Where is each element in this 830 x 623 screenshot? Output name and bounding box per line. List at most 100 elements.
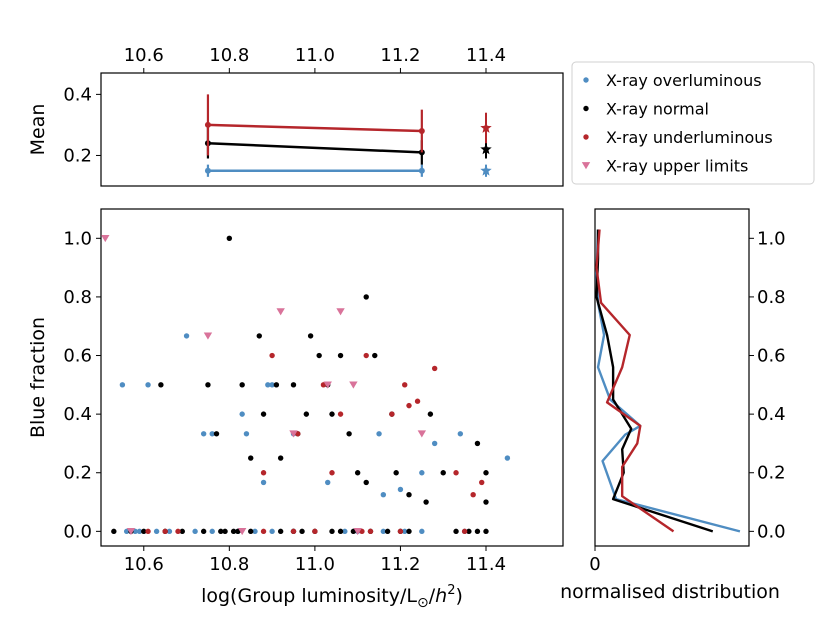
scatter-point-underluminous xyxy=(145,528,151,535)
scatter-point-upper xyxy=(417,430,427,438)
scatter-point-upper xyxy=(289,430,298,438)
scatter-point-normal xyxy=(213,431,220,437)
mean-y-tick-label: 0.4 xyxy=(63,84,92,105)
scatter-point-underluminous xyxy=(402,382,408,388)
scatter-point-normal xyxy=(200,528,207,535)
scatter-point-overluminous xyxy=(183,333,190,339)
scatter-point-underluminous xyxy=(175,528,181,535)
dist-y-tick-label: 0.2 xyxy=(757,463,786,484)
scatter-point-normal xyxy=(218,528,224,535)
scatter-point-normal xyxy=(158,382,164,388)
scatter-point-normal xyxy=(346,431,352,437)
scatter-point-upper xyxy=(203,332,213,340)
mean-star-underluminous xyxy=(480,121,492,133)
scatter-point-normal xyxy=(316,352,322,359)
scatter-point-overluminous xyxy=(243,431,250,437)
scatter-point-overluminous xyxy=(252,528,258,535)
dist-y-tick-label: 0.6 xyxy=(757,346,786,367)
scatter-point-normal xyxy=(290,382,297,388)
scatter-point-overluminous xyxy=(504,455,511,461)
scatter-point-overluminous xyxy=(419,528,425,535)
scatter-point-normal xyxy=(466,528,472,535)
scatter-point-upper xyxy=(276,308,285,316)
scatter-point-normal xyxy=(474,440,481,447)
scatter-point-overluminous xyxy=(457,431,464,437)
scatter-point-underluminous xyxy=(479,479,485,486)
scatter-point-normal xyxy=(277,455,284,461)
scatter-point-underluminous xyxy=(470,492,476,498)
scatter-point-overluminous xyxy=(209,431,215,437)
legend: X-ray overluminous X-ray normal X-ray unde… xyxy=(571,61,815,185)
scatter-point-overluminous xyxy=(239,411,245,417)
legend-marker-underluminous xyxy=(583,134,589,140)
mean-line-normal xyxy=(207,141,422,154)
scatter-point-overluminous xyxy=(402,528,408,535)
scatter-point-normal xyxy=(141,528,147,535)
scatter-point-normal xyxy=(226,235,233,242)
scatter-point-normal xyxy=(277,528,284,535)
scatter-point-overluminous xyxy=(397,486,404,493)
scatter-point-underluminous xyxy=(260,470,267,476)
scatter-point-underluminous xyxy=(290,528,297,535)
mean-star-normal xyxy=(480,143,492,155)
scatter-y-tick-label: 0.2 xyxy=(63,463,92,484)
scatter-point-normal xyxy=(384,528,391,535)
mean-y-tick-label: 0.2 xyxy=(63,145,92,166)
dist-x-axis-label: normalised distribution xyxy=(560,581,780,603)
x-label-close: ) xyxy=(455,585,462,607)
scatter-axes-frame xyxy=(100,208,564,547)
scatter-point-overluminous xyxy=(380,528,387,535)
scatter-point-underluminous xyxy=(312,528,318,535)
scatter-point-underluminous xyxy=(260,528,267,535)
scatter-point-normal xyxy=(111,528,117,535)
dist-y-tick-label: 0.0 xyxy=(757,521,786,542)
scatter-point-normal xyxy=(337,352,344,359)
mean-y-axis-label: Mean xyxy=(27,104,49,156)
scatter-point-normal xyxy=(230,528,237,535)
scatter-point-normal xyxy=(205,382,211,388)
scatter-point-upper xyxy=(101,234,110,243)
scatter-point-normal xyxy=(248,455,254,461)
scatter-point-normal xyxy=(256,333,262,339)
mean-x-tick-label: 11.4 xyxy=(466,45,506,66)
scatter-point-upper xyxy=(237,527,247,536)
scatter-point-overluminous xyxy=(342,528,348,535)
scatter-x-tick-label: 11.4 xyxy=(466,554,506,575)
scatter-point-underluminous xyxy=(389,411,395,417)
scatter-point-normal xyxy=(248,528,254,535)
x-label-subscript: ⊙ xyxy=(417,595,429,611)
scatter-point-normal xyxy=(474,528,481,535)
scatter-point-overluminous xyxy=(153,528,160,535)
scatter-point-upper xyxy=(323,381,332,389)
x-label-superscript: 2 xyxy=(447,583,455,598)
scatter-x-tick-label: 11.2 xyxy=(380,554,420,575)
legend-box xyxy=(571,61,815,185)
mean-point-overluminous xyxy=(204,167,211,174)
scatter-y-tick-label: 0.4 xyxy=(63,404,92,425)
scatter-point-normal xyxy=(329,411,335,417)
scatter-point-overluminous xyxy=(269,382,275,388)
legend-label-upper: X-ray upper limits xyxy=(606,157,748,176)
dist-y-tick-label: 1.0 xyxy=(757,228,786,249)
mean-x-tick-label: 10.6 xyxy=(124,45,164,66)
scatter-point-underluminous xyxy=(453,470,459,476)
scatter-point-overluminous xyxy=(431,440,438,447)
scatter-point-overluminous xyxy=(380,492,387,498)
scatter-point-overluminous xyxy=(200,431,207,437)
scatter-y-tick-label: 0.0 xyxy=(63,521,92,542)
scatter-point-overluminous xyxy=(145,382,151,388)
scatter-point-normal xyxy=(222,528,228,535)
mean-x-tick-label: 11.2 xyxy=(380,45,420,66)
scatter-point-underluminous xyxy=(329,470,335,476)
scatter-y-tick-label: 1.0 xyxy=(63,228,92,249)
scatter-point-underluminous xyxy=(431,365,438,372)
scatter-point-overluminous xyxy=(376,431,382,437)
scatter-point-underluminous xyxy=(363,352,369,359)
scatter-point-normal xyxy=(354,470,361,476)
scatter-point-underluminous xyxy=(337,411,344,417)
legend-marker-overluminous xyxy=(583,77,589,83)
scatter-point-normal xyxy=(406,528,412,535)
scatter-point-normal xyxy=(406,492,412,498)
mean-panel: 10.6 10.8 11.0 11.2 11.4 0.2 0.4 Mean xyxy=(27,45,564,187)
